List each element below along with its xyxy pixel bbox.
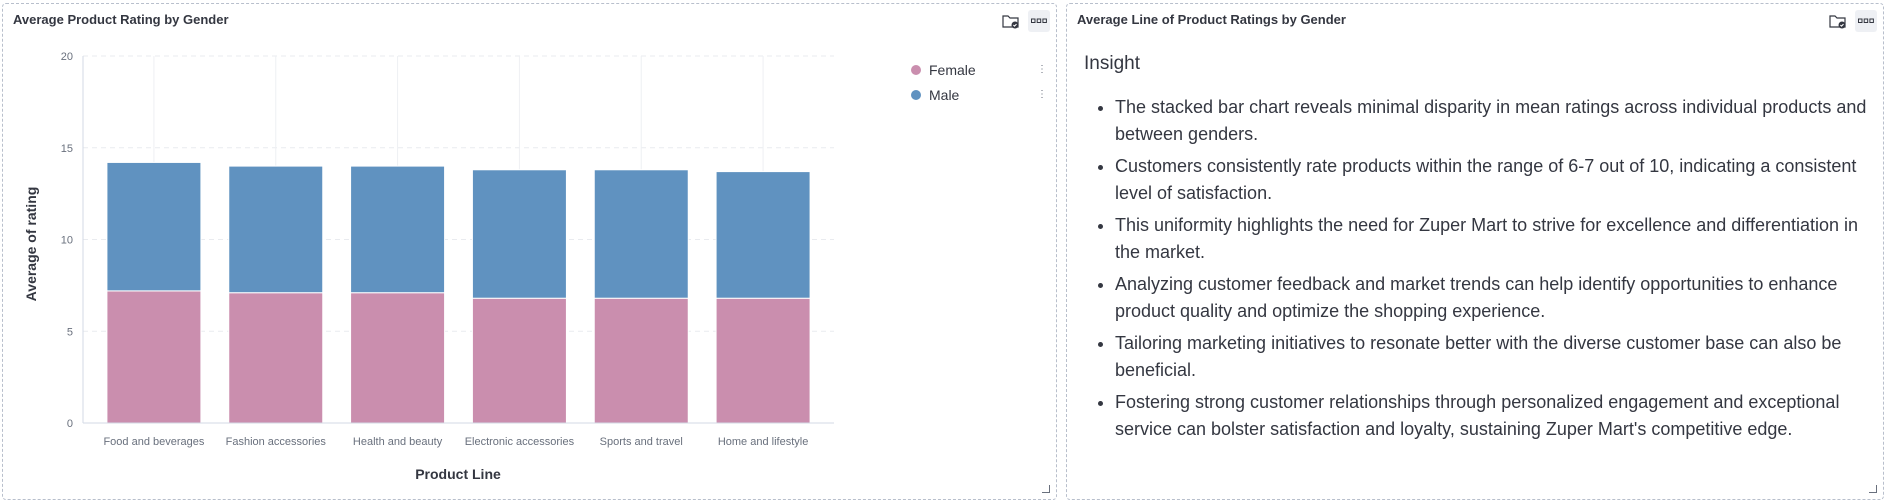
chart-legend: Female ⋮ Male ⋮ <box>911 57 1047 107</box>
bar-chart: Average of rating Product Line 0 5 10 15 20 F… <box>23 51 834 482</box>
insight-bullet: Customers consistently rate products wit… <box>1115 153 1875 207</box>
insight-bullet: Tailoring marketing initiatives to reson… <box>1115 330 1875 384</box>
bar-male-1 <box>228 165 324 294</box>
x-tick-label: Home and lifestyle <box>718 436 809 448</box>
insight-bullet: This uniformity highlights the need for … <box>1115 212 1875 266</box>
chart-panel: Average Product Rating by Gender Average… <box>2 3 1057 500</box>
bar-female-4 <box>593 297 689 424</box>
bar-male-0 <box>106 161 202 292</box>
insight-bullet: The stacked bar chart reveals minimal di… <box>1115 94 1875 148</box>
x-tick-label: Electronic accessories <box>465 436 575 448</box>
resize-corner-icon[interactable] <box>1869 485 1877 493</box>
bar-female-0 <box>106 290 202 424</box>
insight-bullet: Analyzing customer feedback and market t… <box>1115 271 1875 325</box>
more-horizontal-icon[interactable] <box>1855 10 1877 32</box>
bar-male-2 <box>350 165 446 294</box>
bar-male-3 <box>471 169 567 299</box>
legend-item-female[interactable]: Female ⋮ <box>911 57 1047 82</box>
y-axis-title: Average of rating <box>23 187 39 302</box>
insight-panel: Average Line of Product Ratings by Gende… <box>1066 3 1884 500</box>
bar-female-5 <box>715 297 811 424</box>
y-tick-label: 15 <box>61 143 73 155</box>
insight-bullet: Fostering strong customer relationships … <box>1115 389 1875 443</box>
y-tick-label: 0 <box>67 418 73 430</box>
insight-heading: Insight <box>1084 53 1140 74</box>
legend-label: Female <box>929 61 976 78</box>
bar-female-3 <box>471 297 567 424</box>
legend-swatch <box>911 89 921 100</box>
bar-male-5 <box>715 171 811 299</box>
folder-check-icon[interactable] <box>1000 10 1022 32</box>
bar-male-4 <box>593 169 689 299</box>
legend-label: Male <box>929 86 960 103</box>
legend-options-icon[interactable]: ⋮ <box>1037 88 1047 100</box>
panel-title: Average Product Rating by Gender <box>13 12 229 27</box>
x-tick-label: Sports and travel <box>600 436 683 448</box>
folder-check-icon[interactable] <box>1827 10 1849 32</box>
panel-title: Average Line of Product Ratings by Gende… <box>1077 12 1346 27</box>
x-tick-label: Health and beauty <box>353 436 443 448</box>
y-tick-label: 5 <box>67 326 73 338</box>
resize-corner-icon[interactable] <box>1042 485 1050 493</box>
bar-female-1 <box>228 292 324 424</box>
y-tick-label: 20 <box>61 51 73 63</box>
legend-options-icon[interactable]: ⋮ <box>1037 63 1047 75</box>
panel-actions <box>1000 10 1050 32</box>
x-tick-label: Food and beverages <box>103 436 204 448</box>
x-tick-label: Fashion accessories <box>226 436 327 448</box>
legend-swatch <box>911 64 921 75</box>
legend-item-male[interactable]: Male ⋮ <box>911 82 1047 107</box>
bar-female-2 <box>350 292 446 424</box>
panel-actions <box>1827 10 1877 32</box>
insight-list: The stacked bar chart reveals minimal di… <box>1084 94 1875 448</box>
x-axis-title: Product Line <box>415 466 501 482</box>
more-horizontal-icon[interactable] <box>1028 10 1050 32</box>
y-tick-label: 10 <box>61 235 73 247</box>
